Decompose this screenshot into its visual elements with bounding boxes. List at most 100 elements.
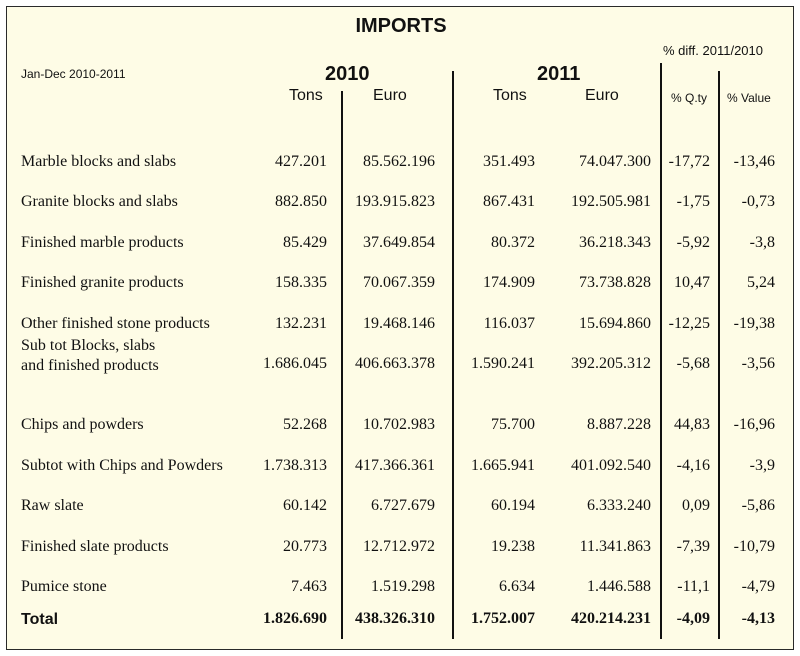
cell-tons-2010: 52.268: [283, 416, 327, 433]
row-label: Pumice stone: [21, 578, 107, 595]
cell-euro-2010: 6.727.679: [371, 497, 435, 514]
cell-tons-2011: 75.700: [491, 416, 535, 433]
cell-pct-value: -4,79: [741, 578, 775, 595]
cell-euro-2010: 19.468.146: [363, 315, 435, 332]
total-cell-pct-value: -4,13: [741, 610, 775, 627]
cell-pct-qty: 44,83: [674, 416, 710, 433]
col-header-tons-2011: Tons: [493, 87, 527, 104]
year-2011-header: 2011: [537, 63, 581, 85]
cell-tons-2010: 60.142: [283, 497, 327, 514]
cell-pct-qty: -4,16: [676, 457, 710, 474]
cell-pct-qty: -17,72: [668, 153, 710, 170]
total-cell-tons-2010: 1.826.690: [263, 610, 327, 627]
cell-tons-2011: 80.372: [491, 234, 535, 251]
cell-tons-2010: 158.335: [275, 274, 327, 291]
col-header-tons-2010: Tons: [289, 87, 323, 104]
cell-tons-2010: 85.429: [283, 234, 327, 251]
row-label: Finished slate products: [21, 538, 169, 555]
cell-pct-qty: 10,47: [674, 274, 710, 291]
cell-tons-2010: 1.738.313: [263, 457, 327, 474]
cell-tons-2011: 351.493: [483, 153, 535, 170]
cell-euro-2011: 73.738.828: [579, 274, 651, 291]
cell-euro-2010: 12.712.972: [363, 538, 435, 555]
cell-pct-qty: -5,92: [676, 234, 710, 251]
cell-pct-qty: -1,75: [676, 193, 710, 210]
row-label: Chips and powders: [21, 416, 144, 433]
cell-euro-2010: 37.649.854: [363, 234, 435, 251]
period-label: Jan-Dec 2010-2011: [21, 67, 126, 81]
col-header-pct-qty: % Q.ty: [671, 91, 708, 105]
row-label: Other finished stone products: [21, 315, 210, 332]
cell-euro-2010: 417.366.361: [355, 457, 435, 474]
cell-euro-2011: 11.341.863: [579, 538, 651, 555]
row-label: Subtot with Chips and Powders: [21, 457, 223, 474]
cell-tons-2011: 19.238: [491, 538, 535, 555]
cell-euro-2011: 401.092.540: [571, 457, 651, 474]
cell-euro-2011: 1.446.588: [587, 578, 651, 595]
col-header-pct-value: % Value: [727, 91, 771, 105]
cell-tons-2010: 7.463: [291, 578, 327, 595]
year-2010-header: 2010: [325, 63, 370, 85]
cell-tons-2010: 882.850: [275, 193, 327, 210]
cell-pct-qty: -7,39: [676, 538, 710, 555]
imports-table: IMPORTS Jan-Dec 2010-2011 % diff. 2011/2…: [6, 6, 794, 650]
cell-euro-2011: 192.505.981: [571, 193, 651, 210]
cell-tons-2011: 60.194: [491, 497, 535, 514]
cell-pct-qty: -12,25: [668, 315, 710, 332]
cell-tons-2010: 1.686.045: [263, 355, 327, 372]
cell-euro-2011: 6.333.240: [587, 497, 651, 514]
column-divider: [660, 63, 662, 639]
cell-pct-qty: -5,68: [676, 355, 710, 372]
cell-tons-2011: 867.431: [483, 193, 535, 210]
cell-pct-value: -0,73: [741, 193, 775, 210]
pct-diff-header: % diff. 2011/2010: [663, 43, 763, 58]
cell-euro-2010: 10.702.983: [363, 416, 435, 433]
row-label: Marble blocks and slabs: [21, 153, 177, 170]
cell-pct-qty: -11,1: [677, 578, 710, 595]
cell-pct-value: -5,86: [741, 497, 775, 514]
cell-tons-2011: 174.909: [483, 274, 535, 291]
col-header-euro-2011: Euro: [585, 87, 619, 104]
cell-pct-value: -3,56: [741, 355, 775, 372]
cell-euro-2010: 193.915.823: [355, 193, 435, 210]
row-label: Granite blocks and slabs: [21, 193, 178, 210]
cell-pct-value: -3,8: [749, 234, 775, 251]
cell-euro-2010: 85.562.196: [363, 153, 435, 170]
cell-euro-2010: 70.067.359: [363, 274, 435, 291]
col-header-euro-2010: Euro: [373, 87, 407, 104]
total-cell-euro-2011: 420.214.231: [571, 610, 651, 627]
cell-euro-2010: 1.519.298: [371, 578, 435, 595]
cell-euro-2010: 406.663.378: [355, 355, 435, 372]
row-label: Sub tot Blocks, slabs: [21, 337, 156, 354]
cell-tons-2011: 6.634: [499, 578, 535, 595]
cell-pct-value: 5,24: [747, 274, 775, 291]
cell-tons-2010: 132.231: [275, 315, 327, 332]
cell-tons-2011: 116.037: [483, 315, 535, 332]
cell-euro-2011: 8.887.228: [587, 416, 651, 433]
cell-tons-2011: 1.665.941: [471, 457, 535, 474]
cell-pct-value: -19,38: [733, 315, 775, 332]
total-label: Total: [21, 611, 59, 628]
cell-pct-value: -13,46: [733, 153, 775, 170]
column-divider: [341, 91, 343, 639]
total-cell-pct-qty: -4,09: [676, 610, 710, 627]
table-title: IMPORTS: [355, 15, 447, 37]
cell-pct-qty: 0,09: [682, 497, 710, 514]
cell-pct-value: -10,79: [733, 538, 775, 555]
cell-euro-2011: 74.047.300: [579, 153, 651, 170]
row-label: and finished products: [21, 357, 159, 374]
cell-tons-2011: 1.590.241: [471, 355, 535, 372]
total-cell-euro-2010: 438.326.310: [355, 610, 435, 627]
row-label: Finished marble products: [21, 234, 184, 251]
cell-euro-2011: 392.205.312: [571, 355, 651, 372]
total-cell-tons-2011: 1.752.007: [471, 610, 535, 627]
cell-pct-value: -3,9: [749, 457, 775, 474]
row-label: Finished granite products: [21, 274, 184, 291]
column-divider: [452, 71, 454, 639]
cell-tons-2010: 427.201: [275, 153, 327, 170]
row-label: Raw slate: [21, 497, 84, 514]
column-divider: [718, 71, 720, 639]
cell-euro-2011: 36.218.343: [579, 234, 651, 251]
cell-tons-2010: 20.773: [283, 538, 327, 555]
cell-pct-value: -16,96: [733, 416, 775, 433]
